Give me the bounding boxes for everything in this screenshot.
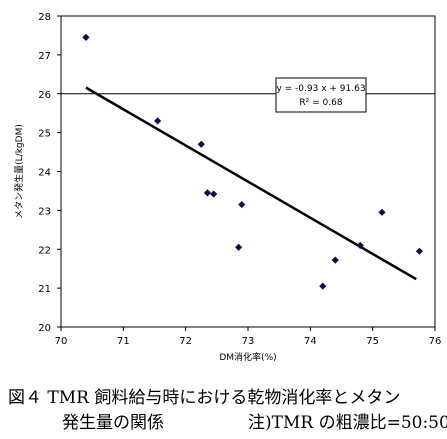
y-tick-label: 22 bbox=[38, 245, 51, 256]
data-point bbox=[154, 117, 162, 125]
data-point bbox=[197, 140, 205, 148]
y-tick-label: 24 bbox=[38, 168, 51, 179]
data-point bbox=[319, 282, 327, 290]
data-point bbox=[82, 33, 90, 41]
y-tick-label: 27 bbox=[38, 51, 51, 62]
axis-ticks: 20 21 22 23 24 25 26 27 28 70 71 72 73 74 75 76 bbox=[38, 12, 441, 347]
equation-text: y = -0.93 x + 91.63 bbox=[276, 84, 365, 94]
figure-caption-line1: 図４ TMR 飼料給与時における乾物消化率とメタン bbox=[8, 388, 401, 408]
data-point bbox=[238, 200, 246, 209]
x-tick-label: 74 bbox=[304, 336, 317, 347]
data-point bbox=[378, 208, 386, 216]
data-point bbox=[235, 243, 243, 251]
data-point bbox=[415, 247, 424, 255]
data-points bbox=[82, 33, 424, 290]
x-axis-label: DM消化率(%) bbox=[219, 351, 276, 363]
y-tick-label: 20 bbox=[38, 323, 51, 334]
scatter-chart: 20 21 22 23 24 25 26 27 28 70 71 72 73 74 75 76 y = -0.… bbox=[13, 12, 441, 363]
data-point bbox=[203, 189, 212, 197]
regression-line bbox=[85, 86, 417, 281]
x-tick-label: 75 bbox=[366, 336, 379, 347]
x-tick-label: 70 bbox=[55, 336, 68, 347]
x-tick-label: 76 bbox=[429, 336, 442, 347]
y-tick-label: 25 bbox=[38, 129, 51, 140]
y-tick-label: 26 bbox=[38, 90, 51, 101]
r-squared-text: R² = 0.68 bbox=[299, 98, 342, 108]
plot-frame bbox=[60, 15, 436, 328]
y-tick-label: 21 bbox=[38, 284, 51, 295]
trendline-layer bbox=[85, 86, 417, 281]
figure-caption-note: 注)TMR の粗濃比=50:50 bbox=[248, 413, 447, 433]
equation-box: y = -0.93 x + 91.63 R² = 0.68 bbox=[275, 77, 367, 113]
x-tick-label: 72 bbox=[179, 336, 192, 347]
x-tick-label: 71 bbox=[117, 336, 130, 347]
y-tick-label: 28 bbox=[38, 12, 51, 23]
equation-box-frame bbox=[275, 77, 367, 113]
x-tick-label: 73 bbox=[242, 336, 255, 347]
data-point bbox=[356, 241, 364, 249]
y-axis-label: メタン発生量(L/kgDM) bbox=[13, 124, 25, 219]
figure-caption-line2: 発生量の関係 bbox=[62, 413, 164, 433]
y-tick-label: 23 bbox=[38, 206, 51, 217]
data-point bbox=[331, 256, 339, 264]
data-point bbox=[210, 190, 218, 198]
